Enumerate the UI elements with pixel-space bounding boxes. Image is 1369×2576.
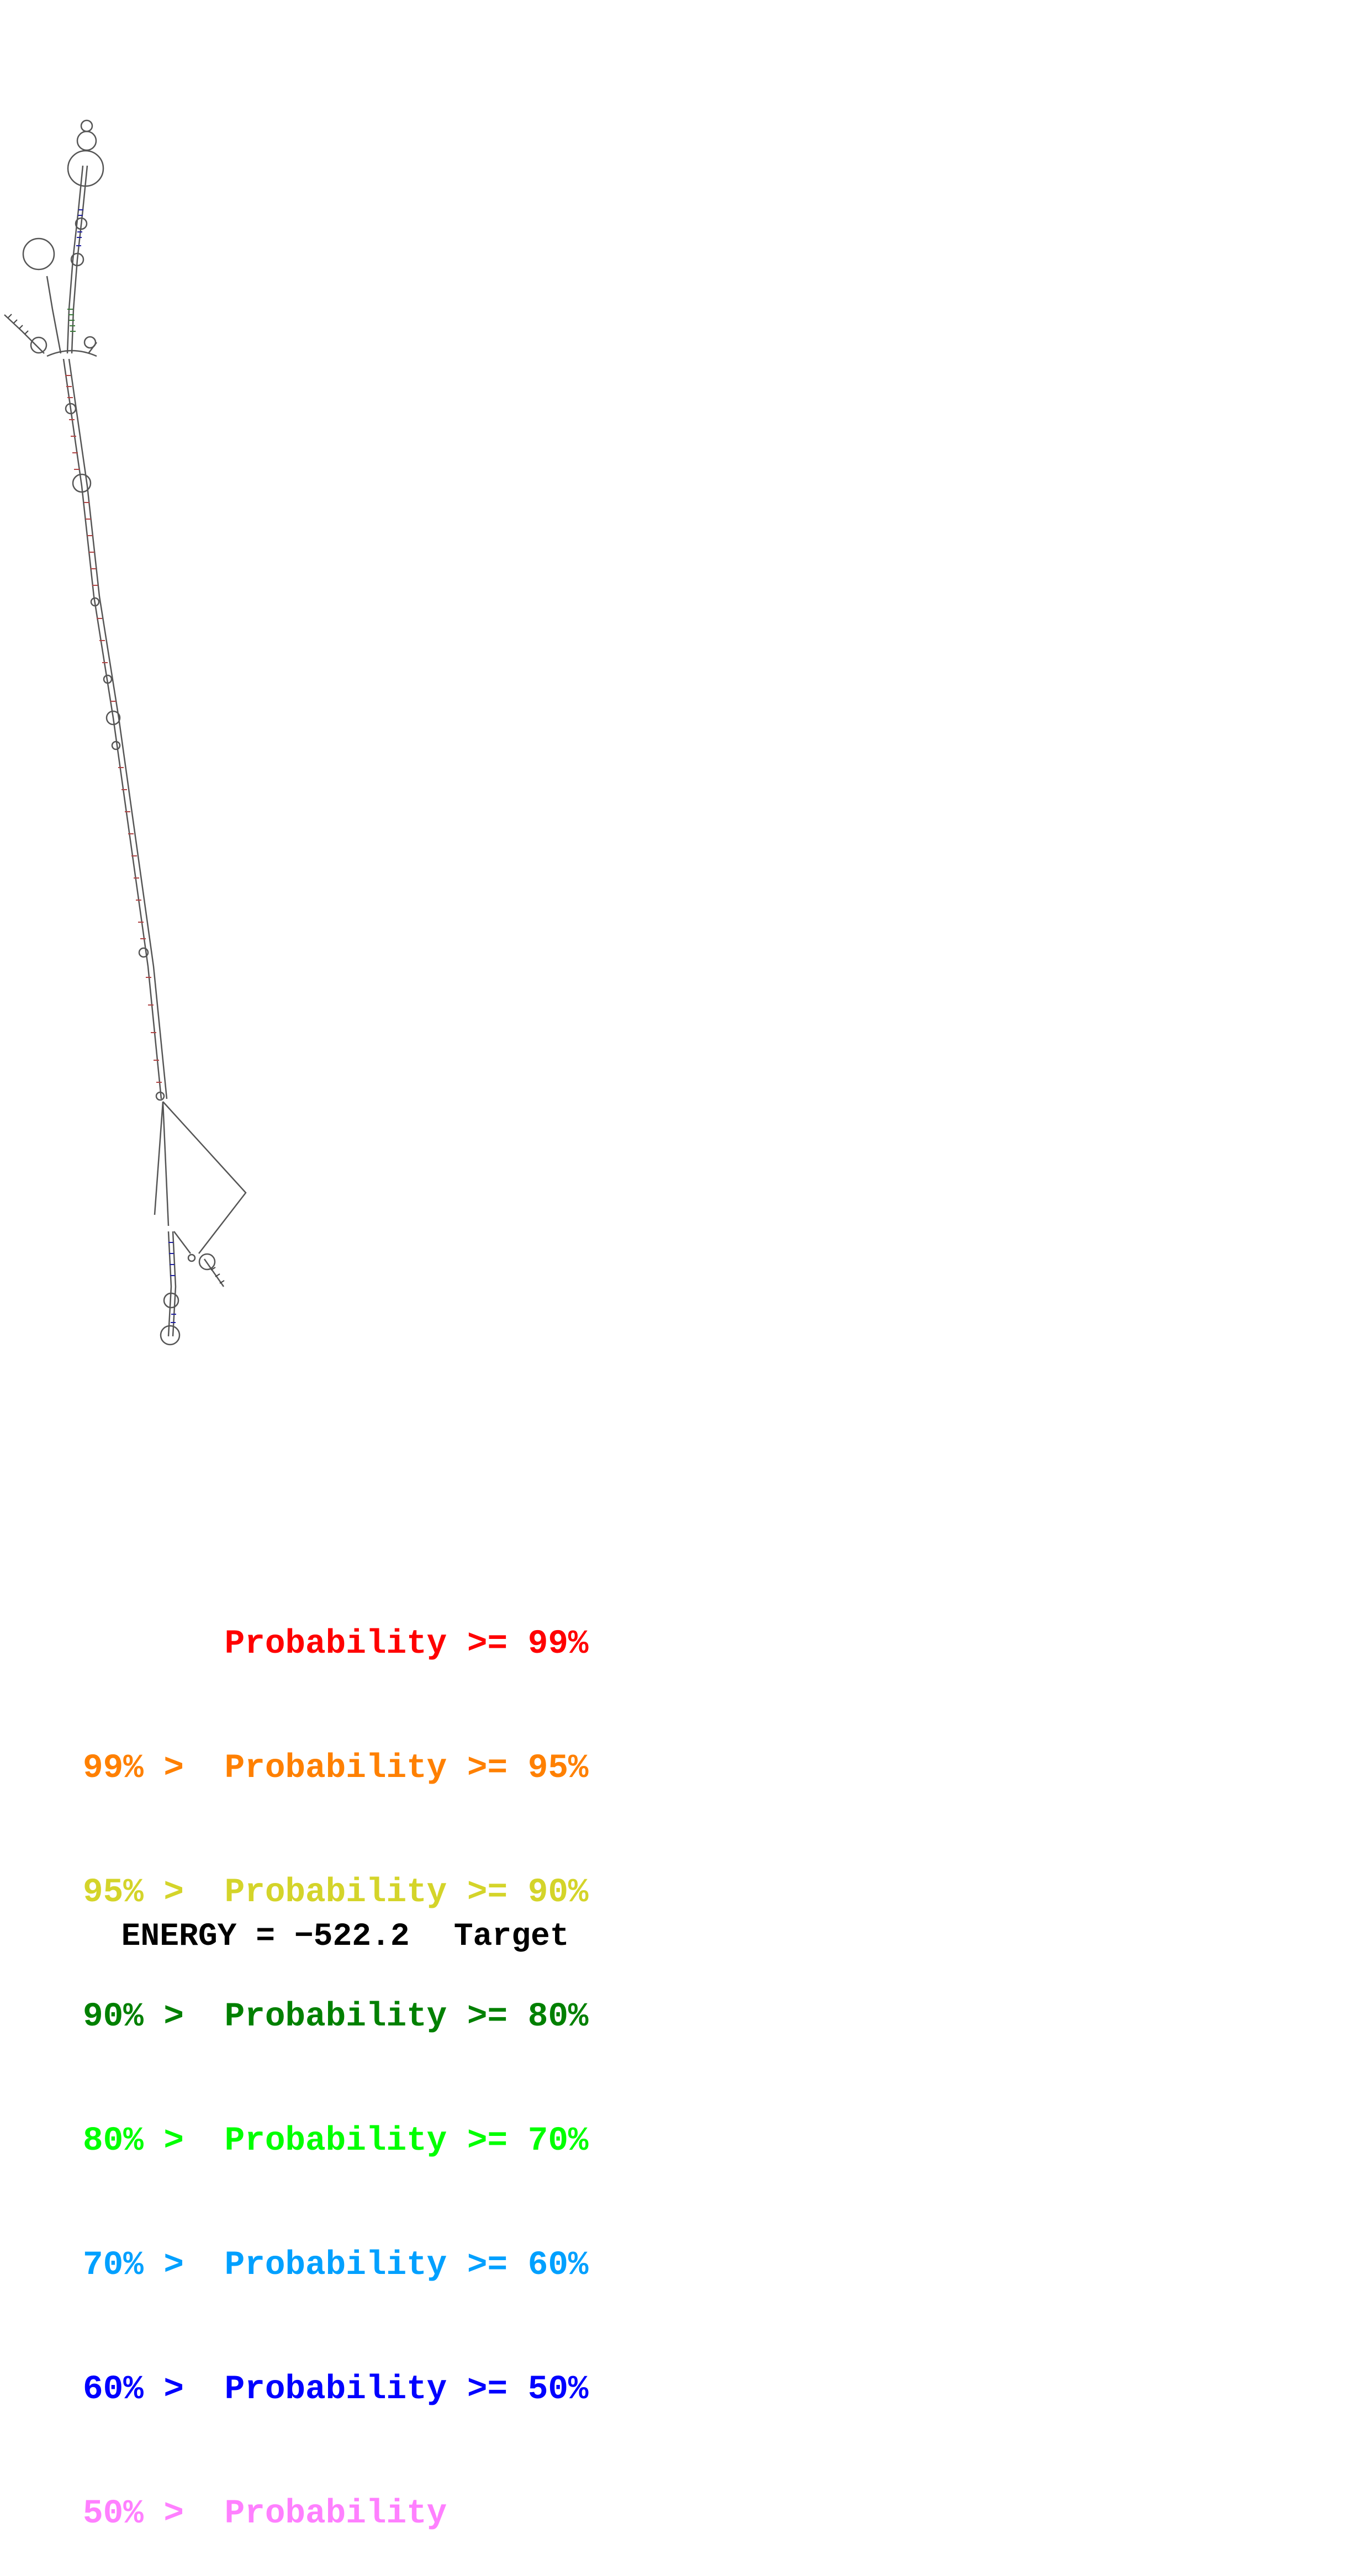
legend-suffix: >= 60% xyxy=(467,2246,589,2284)
far-left-loop xyxy=(30,336,47,354)
legend-prefix: 50% > xyxy=(83,2495,184,2533)
legend-prefix: 70% > xyxy=(83,2246,184,2284)
legend-label: Probability xyxy=(224,2371,447,2409)
main-pairs-1 xyxy=(65,375,80,470)
legend-row-90: 95% > Probability >= 90% xyxy=(83,1872,589,1913)
lower-stem xyxy=(167,1231,172,1337)
helix-bulge-2 xyxy=(72,473,92,493)
top-hairpin-loop xyxy=(80,119,93,133)
loop-connector-left xyxy=(154,1101,164,1215)
legend-suffix: >= 80% xyxy=(467,1998,589,2036)
far-left-arm xyxy=(4,314,45,354)
main-pairs-2 xyxy=(84,502,98,586)
probability-legend: Probability >= 99% 99% > Probability >= … xyxy=(83,1541,589,2576)
right-top-loop xyxy=(83,336,97,349)
legend-label: Probability xyxy=(224,2246,447,2284)
upper-multiloop xyxy=(67,150,104,187)
legend-row-95: 99% > Probability >= 95% xyxy=(83,1748,589,1789)
helix-bulge-6 xyxy=(111,740,121,750)
rna-structure-diagram xyxy=(4,119,247,1346)
legend-prefix: 90% > xyxy=(83,1998,184,2036)
stem-bulge-1 xyxy=(75,217,88,230)
main-pairs-3 xyxy=(97,618,134,834)
legend-label: Probability xyxy=(224,1749,447,1787)
legend-label: Probability xyxy=(224,1625,447,1663)
legend-suffix: >= 99% xyxy=(467,1625,589,1663)
helix-bulge-5 xyxy=(105,710,121,726)
legend-suffix: >= 70% xyxy=(467,2122,589,2160)
loop-connector-right xyxy=(162,1101,247,1254)
lower-pairs xyxy=(168,1242,176,1323)
legend-row-60: 70% > Probability >= 60% xyxy=(83,2245,589,2286)
structure-loops xyxy=(22,119,216,1346)
legend-row-50: 60% > Probability >= 50% xyxy=(83,2369,589,2410)
legend-label: Probability xyxy=(224,2495,447,2533)
far-left-pairs xyxy=(8,314,29,335)
stem-bulge-2 xyxy=(70,252,84,267)
upper-pairs xyxy=(67,309,76,332)
legend-row-70: 80% > Probability >= 70% xyxy=(83,2120,589,2162)
lower-right-pairs xyxy=(210,1267,225,1284)
legend-label: Probability xyxy=(224,2122,447,2160)
legend-prefix: 95% > xyxy=(83,1874,184,1912)
lower-right-loop xyxy=(198,1253,216,1271)
legend-row-99: Probability >= 99% xyxy=(83,1623,589,1665)
legend-prefix: 80% > xyxy=(83,2122,184,2160)
main-pairs-4 xyxy=(131,855,162,1083)
legend-suffix: >= 95% xyxy=(467,1749,589,1787)
loop-connector-mid xyxy=(162,1101,170,1226)
left-hairpin-loop xyxy=(22,237,55,271)
legend-row-80: 90% > Probability >= 80% xyxy=(83,1996,589,2038)
helix-bulge-3 xyxy=(90,597,100,607)
upper-stem-b xyxy=(71,165,88,354)
energy-footer: ENERGY = −522.2 Target xyxy=(83,1883,569,1955)
legend-prefix: 60% > xyxy=(83,2371,184,2409)
lower-stem-b xyxy=(172,1231,177,1337)
legend-prefix: 99% > xyxy=(83,1749,184,1787)
upper-blue-pairs xyxy=(76,209,83,246)
lower-right-arm xyxy=(203,1258,225,1287)
helix-bulge-4 xyxy=(103,674,113,684)
lower-small-loop xyxy=(187,1253,196,1262)
legend-suffix: >= 90% xyxy=(467,1874,589,1912)
junction-arc xyxy=(46,350,97,357)
backbone-lines xyxy=(4,165,247,1337)
top-interior-loop xyxy=(76,130,97,151)
lower-interior-loop xyxy=(163,1292,179,1309)
lower-hairpin-loop xyxy=(160,1325,181,1346)
legend-row-below-50: 50% > Probability xyxy=(83,2493,589,2535)
legend-label: Probability xyxy=(224,1998,447,2036)
legend-suffix: >= 50% xyxy=(467,2371,589,2409)
lower-small-connect xyxy=(173,1231,191,1254)
helix-base-pairs xyxy=(8,209,225,1323)
main-helix-strand-a xyxy=(62,358,162,1099)
legend-label: Probability xyxy=(224,1874,447,1912)
helix-bulge-7 xyxy=(138,947,149,958)
upper-stem xyxy=(66,165,84,354)
helix-bulge-8 xyxy=(155,1091,165,1101)
main-helix-strand-b xyxy=(68,358,168,1099)
helix-bulge-1 xyxy=(65,403,77,415)
left-branch xyxy=(46,276,62,354)
